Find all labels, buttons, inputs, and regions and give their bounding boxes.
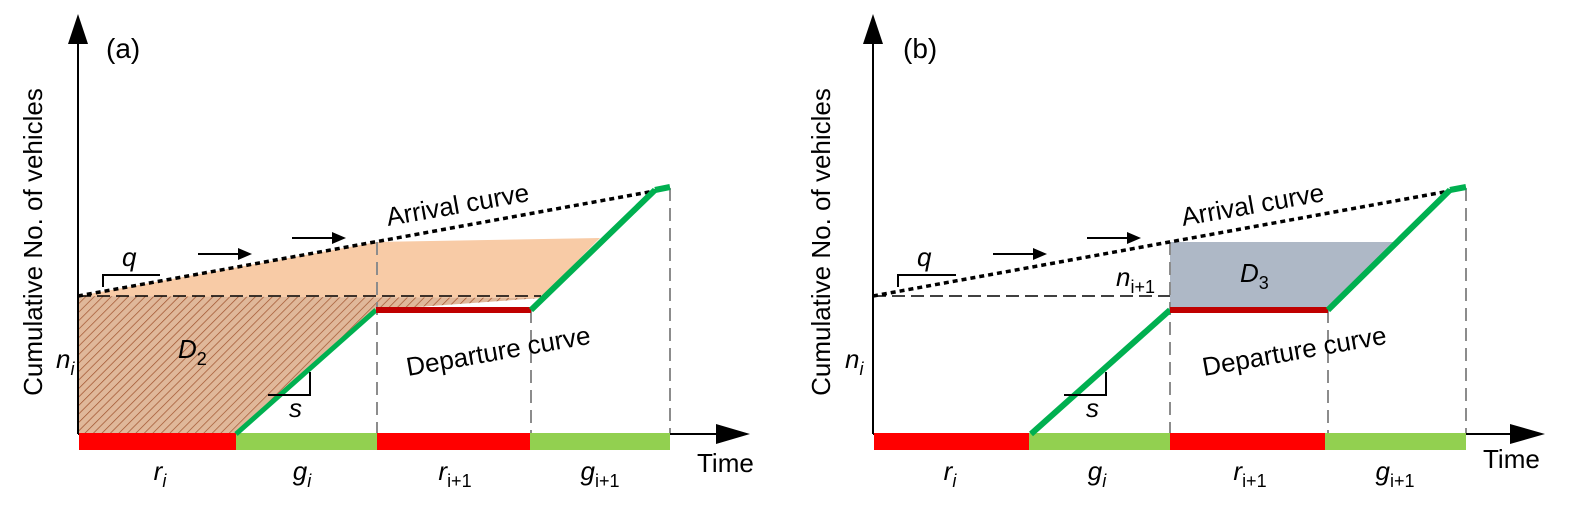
ni-label-b: ni [845, 344, 864, 379]
phase-label-b-1: ri [944, 456, 958, 491]
phase-bar-green-a-2 [530, 433, 670, 450]
delay-d2-hatched-area [78, 296, 541, 434]
s-slope-marker-a [268, 372, 311, 396]
delay-d2-label: D2 [178, 334, 207, 369]
panel-label-a: (a) [106, 33, 140, 64]
x-axis-title-a: Time [697, 448, 754, 478]
y-axis-arrow-a [68, 14, 88, 44]
phase-bar-green-b-2 [1325, 433, 1466, 450]
x-axis-arrow-a [716, 424, 750, 444]
departure-curve-label-a: Departure curve [404, 320, 593, 382]
departure-curve-label-b: Departure curve [1200, 320, 1389, 382]
y-axis-arrow-b [863, 14, 883, 44]
phase-label-b-2: gi [1088, 456, 1107, 491]
q-label-b: q [917, 242, 932, 272]
flow-arrow-a-2 [292, 232, 346, 244]
y-axis-title-b: Cumulative No. of vehicles [806, 88, 836, 396]
s-label-b: s [1086, 393, 1099, 423]
arrival-curve-label-a: Arrival curve [384, 177, 531, 232]
delay-d3-label: D3 [1240, 258, 1269, 293]
phase-label-b-4: gi+1 [1376, 456, 1415, 491]
q-slope-marker-b [897, 274, 956, 287]
flow-arrow-b-1 [993, 248, 1047, 260]
phase-label-a-1: ri [154, 456, 168, 491]
phase-bar-red-b-1 [874, 433, 1029, 450]
departure-curve-green-a-2 [528, 187, 658, 313]
arrival-curve-label-b: Arrival curve [1179, 177, 1326, 232]
y-axis-title-a: Cumulative No. of vehicles [18, 88, 48, 396]
x-axis-title-b: Time [1483, 444, 1540, 474]
departure-curve-top-a [654, 184, 671, 193]
delay-d3-area [1170, 242, 1394, 310]
s-slope-marker-b [1064, 372, 1107, 396]
phase-label-a-3: ri+1 [438, 456, 471, 491]
phase-bar-red-a-2 [377, 433, 530, 450]
phase-bar-red-b-2 [1170, 433, 1325, 450]
flow-arrow-a-1 [198, 248, 252, 260]
panel-b: (b) Cumulative No. of vehicles Time Arri… [806, 14, 1545, 491]
ni1-label-b: ni+1 [1116, 262, 1155, 297]
departure-curve-green-b-2 [1325, 187, 1453, 313]
s-label-a: s [289, 393, 302, 423]
q-slope-marker-a [102, 274, 160, 287]
ni-label-a: ni [56, 344, 75, 379]
queue-area-fill-a [78, 238, 600, 298]
q-label-a: q [122, 242, 137, 272]
departure-curve-green-a-1 [234, 308, 378, 436]
phase-bar-red-a-1 [79, 433, 236, 450]
phase-label-b-3: ri+1 [1233, 456, 1266, 491]
phase-label-a-2: gi [293, 456, 312, 491]
phase-label-a-4: gi+1 [581, 456, 620, 491]
flow-arrow-b-2 [1087, 232, 1141, 244]
phase-bar-green-a-1 [236, 433, 377, 450]
departure-curve-top-b [1449, 184, 1467, 193]
panel-a: (a) Cumulative No. of vehicles Time Arri… [18, 14, 754, 491]
departure-curve-green-b-1 [1029, 307, 1172, 437]
x-axis-arrow-b [1510, 424, 1545, 444]
phase-bar-green-b-1 [1029, 433, 1170, 450]
panel-label-b: (b) [903, 33, 937, 64]
